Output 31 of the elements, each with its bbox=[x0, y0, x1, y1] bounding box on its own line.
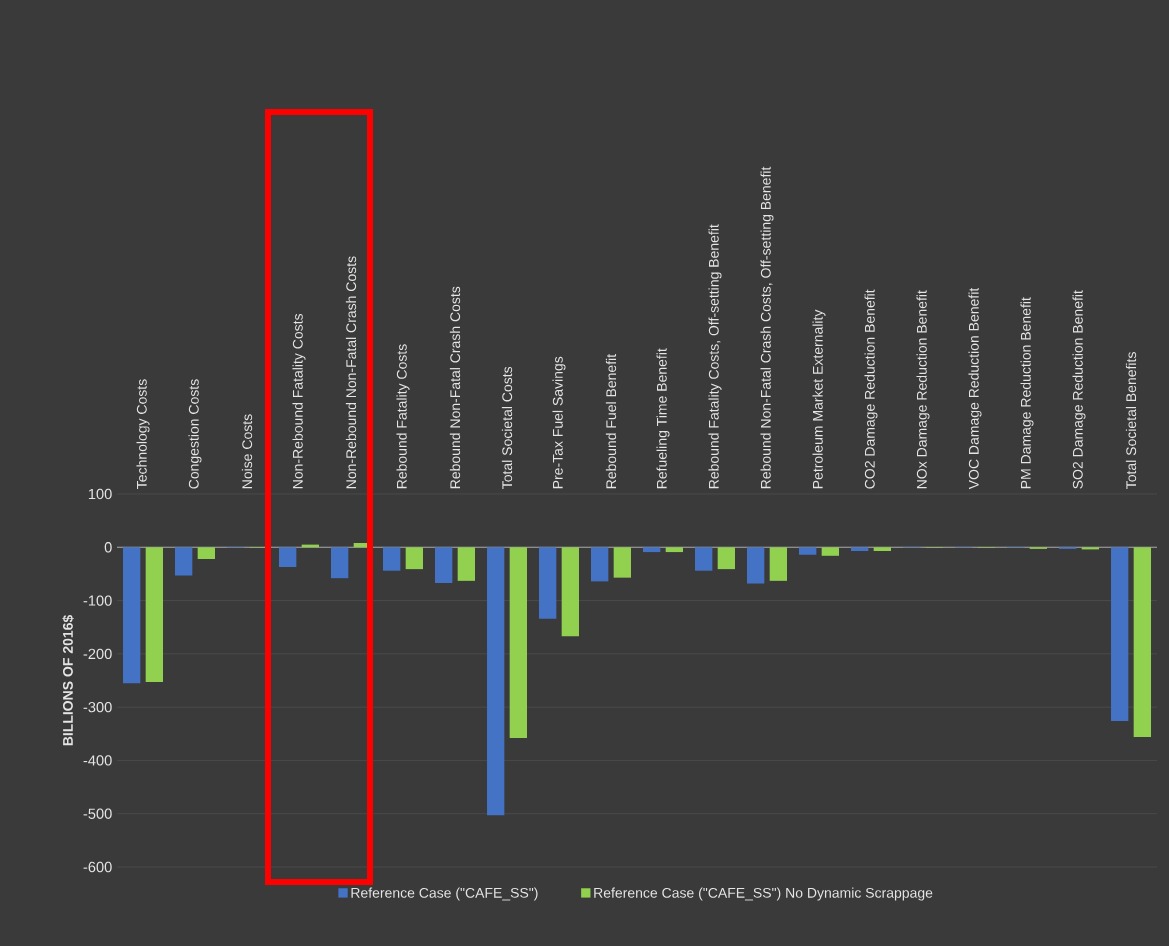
x-tick-label: Total Societal Benefits bbox=[1125, 352, 1137, 489]
x-tick-label: Refueling Time Benefit bbox=[656, 348, 670, 489]
y-tick-label: -200 bbox=[83, 648, 112, 660]
x-tick-label: Total Societal Costs bbox=[501, 366, 513, 489]
x-tick-label: Technology Costs bbox=[136, 379, 150, 489]
x-tick-label: PM Damage Reduction Benefit bbox=[1020, 297, 1034, 489]
y-tick-label: 0 bbox=[104, 542, 112, 553]
y-tick-label: -400 bbox=[83, 755, 112, 766]
legend-label: Reference Case ("CAFE_SS") No Dynamic Scrappage bbox=[594, 887, 933, 901]
y-tick-label: -500 bbox=[83, 808, 112, 819]
x-tick-label: Rebound Fatality Costs, Off-setting Benefit bbox=[708, 224, 722, 489]
y-tick-label: -300 bbox=[83, 701, 112, 713]
x-tick-label: Noise Costs bbox=[241, 414, 253, 489]
x-tick-label: Rebound Fuel Benefit bbox=[605, 354, 617, 489]
x-tick-label: NOx Damage Reduction Benefit bbox=[916, 290, 930, 489]
x-tick-label: Non-Rebound Fatality Costs bbox=[292, 313, 306, 489]
x-tick-label: Pre-Tax Fuel Savings bbox=[552, 356, 566, 489]
x-tick-label: SO2 Damage Reduction Benefit bbox=[1072, 290, 1086, 489]
y-tick-label: -600 bbox=[83, 861, 112, 873]
x-tick-label: CO2 Damage Reduction Benefit bbox=[864, 289, 878, 489]
x-tick-label: Congestion Costs bbox=[188, 379, 202, 489]
x-tick-label: Rebound Fatality Costs bbox=[396, 344, 410, 489]
y-tick-label: 100 bbox=[88, 488, 112, 500]
x-tick-label: Rebound Non-Fatal Crash Costs bbox=[449, 286, 461, 489]
legend-label: Reference Case ("CAFE_SS") bbox=[351, 887, 538, 901]
y-axis-title: BILLIONS OF 2016$ bbox=[62, 614, 74, 746]
x-tick-label: Rebound Non-Fatal Crash Costs, Off-setting Benefit bbox=[760, 166, 774, 489]
x-tick-label: Petroleum Market Externality bbox=[812, 309, 826, 489]
x-tick-label: Non-Rebound Non-Fatal Crash Costs bbox=[345, 256, 357, 489]
x-tick-label: VOC Damage Reduction Benefit bbox=[968, 287, 982, 490]
y-tick-label: -100 bbox=[83, 595, 112, 606]
